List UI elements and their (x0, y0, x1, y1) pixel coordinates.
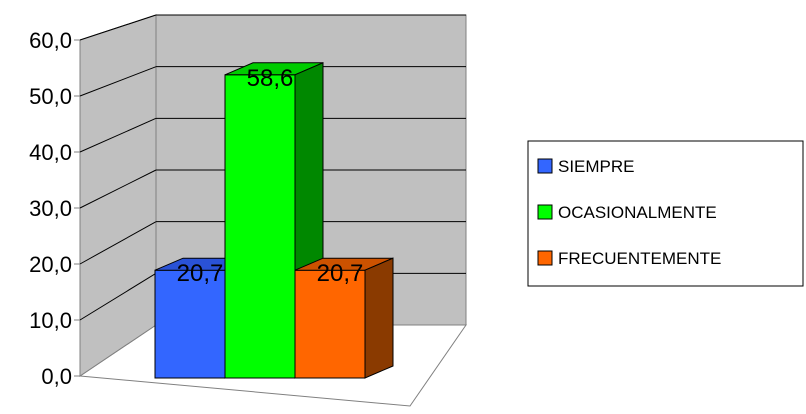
chart-left-wall (79, 14, 157, 377)
gridline-left (79, 272, 157, 321)
legend-label-frecuentemente: FRECUENTEMENTE (558, 249, 721, 268)
bars (154, 62, 394, 379)
data-label-ocasionalmente: 58,6 (247, 65, 294, 92)
y-tick-label: 20,0 (29, 252, 72, 277)
gridline-left (79, 169, 157, 209)
data-labels: 20,7 58,6 20,7 (177, 65, 364, 287)
data-label-siempre: 20,7 (177, 260, 224, 287)
gridline-left (79, 66, 157, 97)
legend-label-siempre: SIEMPRE (558, 157, 635, 176)
y-tick-label: 40,0 (29, 140, 72, 165)
bar-frecuentemente-side (364, 257, 394, 379)
y-tick-label: 30,0 (29, 196, 72, 221)
legend-label-ocasionalmente: OCASIONALMENTE (558, 203, 717, 222)
legend-swatch-frecuentemente (537, 250, 553, 266)
data-label-frecuentemente: 20,7 (317, 260, 364, 287)
y-tick-label: 10,0 (29, 308, 72, 333)
legend-swatch-siempre (537, 158, 553, 174)
y-tick-label: 50,0 (29, 84, 72, 109)
y-axis-ticks: 0,0 10,0 20,0 30,0 40,0 50,0 60,0 (29, 28, 80, 389)
legend-swatch-ocasionalmente (537, 204, 553, 220)
gridline-left (79, 221, 157, 265)
legend-box (527, 140, 804, 287)
y-tick-label: 60,0 (29, 28, 72, 53)
y-tick-label: 0,0 (41, 364, 72, 389)
gridline-left (79, 117, 157, 153)
bar-ocasionalmente-front (224, 74, 296, 379)
gridline-left (79, 14, 157, 41)
legend: SIEMPRE OCASIONALMENTE FRECUENTEMENTE (527, 140, 804, 287)
